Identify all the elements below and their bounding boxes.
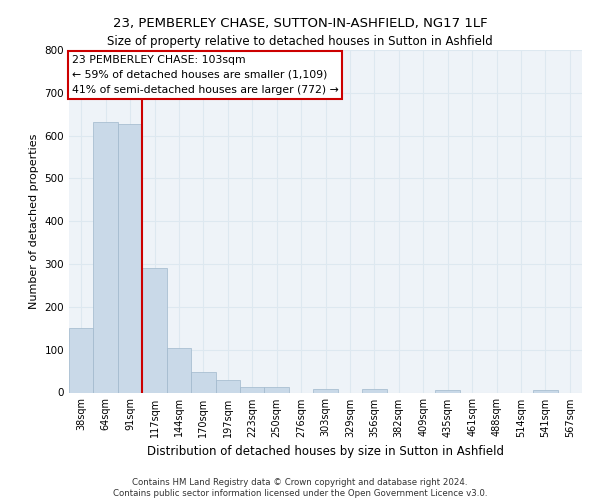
Bar [533, 390, 557, 392]
X-axis label: Distribution of detached houses by size in Sutton in Ashfield: Distribution of detached houses by size … [147, 445, 504, 458]
Bar [265, 388, 289, 392]
Bar [215, 380, 240, 392]
Bar [240, 388, 265, 392]
Bar [362, 389, 386, 392]
Text: Size of property relative to detached houses in Sutton in Ashfield: Size of property relative to detached ho… [107, 35, 493, 48]
Text: 23 PEMBERLEY CHASE: 103sqm
← 59% of detached houses are smaller (1,109)
41% of s: 23 PEMBERLEY CHASE: 103sqm ← 59% of deta… [71, 55, 338, 94]
Bar [191, 372, 215, 392]
Bar [167, 348, 191, 393]
Text: 23, PEMBERLEY CHASE, SUTTON-IN-ASHFIELD, NG17 1LF: 23, PEMBERLEY CHASE, SUTTON-IN-ASHFIELD,… [113, 18, 487, 30]
Bar [313, 389, 338, 392]
Bar [118, 124, 142, 392]
Bar [436, 390, 460, 392]
Bar [69, 328, 94, 392]
Bar [94, 122, 118, 392]
Text: Contains HM Land Registry data © Crown copyright and database right 2024.
Contai: Contains HM Land Registry data © Crown c… [113, 478, 487, 498]
Y-axis label: Number of detached properties: Number of detached properties [29, 134, 39, 309]
Bar [142, 268, 167, 392]
